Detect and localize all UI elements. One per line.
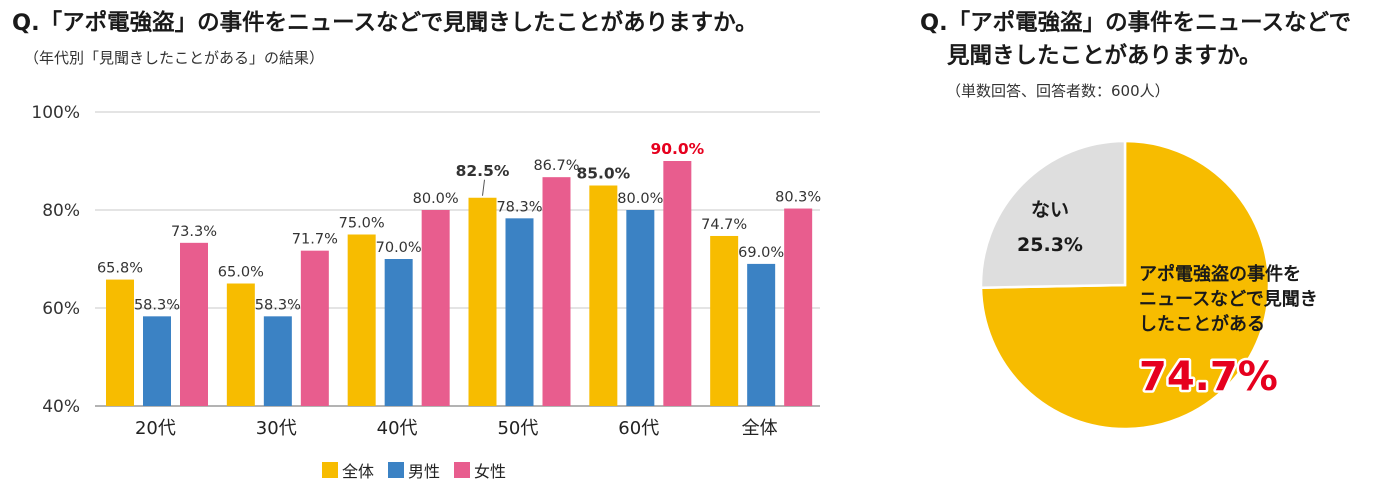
bar [263, 316, 292, 406]
bar [589, 185, 618, 406]
data-label: 58.3% [134, 297, 180, 313]
bar [626, 210, 655, 406]
bar [784, 208, 813, 406]
pie-chart-subtitle: （単数回答、回答者数：600人） [946, 82, 1170, 100]
x-tick-label: 20代 [135, 418, 176, 439]
pie-chart-title-line2: 見聞きしたことがありますか。 [947, 43, 1262, 69]
pie-slice-label: したことがある [1139, 313, 1265, 335]
bar [468, 197, 497, 406]
pie-slice-label: ニュースなどで見聞き [1139, 289, 1318, 310]
bar-chart-legend: 全体 男性 女性 [322, 458, 520, 482]
bar [143, 316, 171, 406]
bar [106, 279, 134, 406]
legend-swatch-all [322, 462, 338, 478]
bar [747, 263, 776, 406]
pie-slice-value: 74.7% [1139, 354, 1278, 400]
legend-label-all: 全体 [342, 462, 375, 481]
bar [421, 210, 450, 406]
data-label: 86.7% [533, 158, 579, 174]
data-label: 80.0% [413, 191, 459, 207]
x-tick-label: 50代 [497, 418, 538, 439]
y-tick-label: 40% [42, 397, 80, 417]
y-tick-label: 100% [31, 103, 80, 123]
pie-slice [979, 139, 1271, 431]
data-label: 71.7% [292, 232, 338, 248]
x-tick-label: 30代 [256, 418, 297, 439]
data-label: 70.0% [376, 240, 422, 256]
data-label: 74.7% [701, 217, 747, 233]
x-tick-label: 40代 [377, 418, 418, 439]
legend-item-all: 全体 [322, 458, 374, 482]
legend-swatch-female [454, 462, 471, 478]
data-label: 80.0% [617, 191, 663, 207]
y-tick-label: 80% [42, 201, 80, 221]
data-label: 58.3% [255, 297, 301, 313]
pie-slice [979, 139, 1127, 289]
data-label: 82.5% [456, 162, 510, 180]
x-tick-label: 全体 [742, 418, 778, 439]
data-label: 65.0% [218, 265, 264, 281]
data-label: 73.3% [171, 224, 217, 240]
bar [710, 235, 739, 406]
data-label: 65.8% [97, 261, 143, 277]
bar [663, 161, 692, 406]
bar [542, 177, 571, 406]
bar-chart-subtitle: （年代別「見聞きしたことがある」の結果） [24, 49, 325, 67]
pie-slice-label: ない [1031, 199, 1069, 221]
data-label: 85.0% [576, 165, 630, 183]
legend-label-male: 男性 [408, 462, 441, 481]
legend-item-female: 女性 [454, 458, 506, 482]
bar [226, 283, 255, 406]
data-label: 69.0% [738, 245, 784, 261]
bar [300, 250, 329, 406]
pie-chart-title-line1: Q.「アポ電強盗」の事件をニュースなどで [920, 10, 1352, 36]
pie-slice-value: 25.3% [1017, 234, 1083, 256]
bar [180, 242, 208, 406]
data-label: 78.3% [496, 199, 542, 215]
data-label: 80.3% [775, 190, 821, 206]
bar [505, 218, 534, 406]
legend-label-female: 女性 [474, 462, 507, 481]
data-label: 75.0% [339, 216, 385, 232]
legend-swatch-male [388, 462, 405, 478]
bar-chart: 40% 60% 80% 100% 65.8% 58.3% 73.3% 20代 65.0% 58.3… [31, 103, 821, 439]
pie-slice-label: アポ電強盗の事件を [1139, 263, 1301, 285]
bar [384, 259, 413, 406]
y-tick-label: 60% [42, 299, 80, 319]
x-tick-label: 60代 [618, 418, 659, 439]
data-label: 90.0% [650, 140, 704, 158]
bar [347, 234, 376, 406]
bar-chart-title: Q.「アポ電強盗」の事件をニュースなどで見聞きしたことがありますか。 [12, 10, 758, 36]
data-label-leader [482, 179, 485, 196]
legend-item-male: 男性 [388, 458, 440, 482]
